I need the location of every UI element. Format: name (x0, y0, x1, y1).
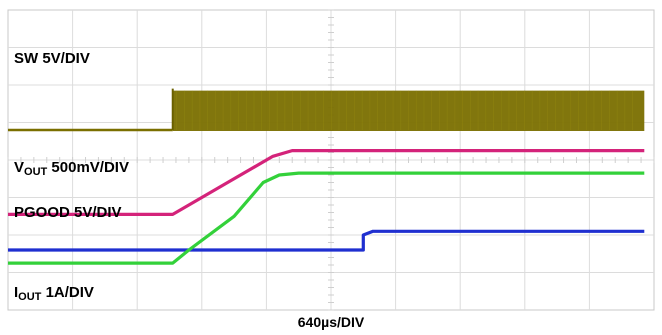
iout-channel-label: IOUT 1A/DIV (14, 284, 94, 303)
x-axis-label: 640µs/DIV (297, 314, 365, 330)
grid (7, 9, 655, 311)
trace-iout (8, 171, 645, 265)
trace-pgood (8, 229, 645, 252)
vout-channel-label: VOUT 500mV/DIV (14, 159, 129, 178)
pgood-channel-label: PGOOD 5V/DIV (14, 204, 122, 221)
sw-channel-label: SW 5V/DIV (14, 50, 90, 67)
trace-vout (8, 149, 645, 216)
traces (8, 88, 645, 265)
